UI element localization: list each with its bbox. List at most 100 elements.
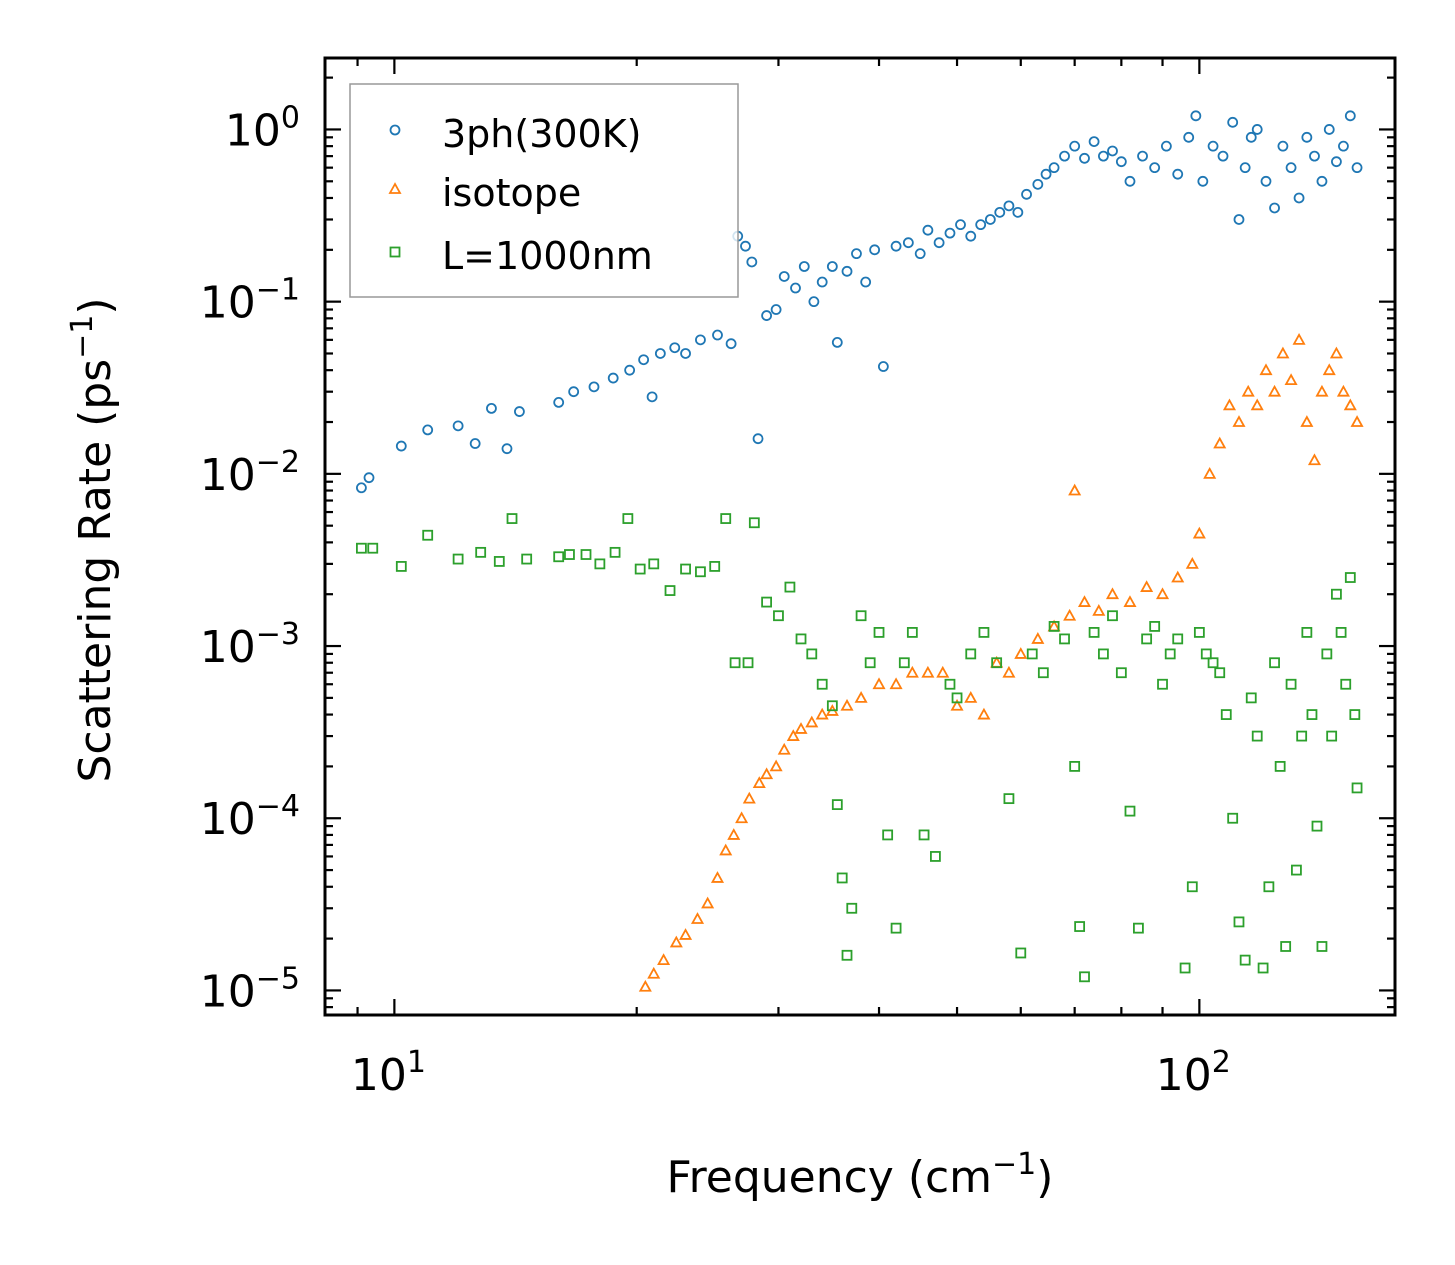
axis-ticks <box>325 58 1395 1015</box>
point-0-2 <box>395 440 407 452</box>
point-2-89 <box>1296 730 1308 742</box>
point-2-65 <box>1141 633 1153 645</box>
point-0-4 <box>452 420 464 432</box>
point-1-46 <box>1192 526 1206 539</box>
point-1-3 <box>669 935 683 948</box>
point-2-61 <box>1107 610 1118 622</box>
point-0-46 <box>955 219 966 231</box>
point-1-65 <box>1350 415 1364 427</box>
point-1-6 <box>701 896 715 909</box>
point-1-30 <box>977 707 991 720</box>
point-2-4 <box>452 553 464 565</box>
point-2-12 <box>594 558 606 570</box>
point-1-43 <box>1155 587 1170 600</box>
point-0-73 <box>1217 150 1229 162</box>
point-0-91 <box>1351 162 1363 174</box>
point-2-82 <box>1257 962 1269 974</box>
point-2-21 <box>720 513 732 524</box>
legend-label-boundary: L=1000nm <box>442 234 653 278</box>
point-1-12 <box>752 776 766 788</box>
point-0-64 <box>1124 175 1136 187</box>
point-1-22 <box>854 691 868 703</box>
legend-label-3ph: 3ph(300K) <box>442 112 641 156</box>
point-0-84 <box>1301 131 1313 143</box>
point-0-50 <box>994 206 1006 218</box>
point-1-2 <box>657 953 671 966</box>
point-1-25 <box>905 665 919 678</box>
point-0-68 <box>1172 168 1184 180</box>
point-2-94 <box>1321 648 1333 660</box>
point-2-48 <box>978 627 990 638</box>
point-1-53 <box>1259 363 1273 376</box>
point-2-64 <box>1133 922 1144 934</box>
point-0-74 <box>1227 116 1239 128</box>
point-0-42 <box>914 248 926 260</box>
x-tick-labels: 101 102 <box>351 1045 1231 1101</box>
x-axis-label-sup: −1 <box>992 1147 1036 1182</box>
point-0-77 <box>1245 131 1257 143</box>
point-1-24 <box>889 677 903 690</box>
y-tick-label-5-base: 10 <box>200 966 256 1017</box>
point-2-90 <box>1301 627 1313 638</box>
y-axis-label-tail: ) <box>70 297 121 314</box>
point-2-80 <box>1245 692 1257 704</box>
point-1-8 <box>719 843 733 856</box>
point-2-45 <box>944 678 956 690</box>
point-2-98 <box>1340 678 1352 690</box>
y-tick-label-0-base: 10 <box>225 105 281 156</box>
point-1-0 <box>638 979 652 992</box>
point-0-71 <box>1197 175 1209 187</box>
point-0-32 <box>816 276 828 288</box>
point-2-46 <box>951 692 963 704</box>
point-0-61 <box>1098 150 1109 162</box>
point-0-23 <box>740 240 751 252</box>
point-2-44 <box>930 851 941 862</box>
point-2-77 <box>1227 812 1239 824</box>
point-2-11 <box>580 549 592 560</box>
y-tick-label-2: 10−2 <box>200 445 300 501</box>
point-1-59 <box>1307 453 1322 466</box>
point-1-11 <box>742 791 756 804</box>
point-0-90 <box>1344 110 1356 122</box>
y-axis-label-main: Scattering Rate (ps <box>70 359 121 783</box>
point-2-68 <box>1164 648 1176 660</box>
point-0-47 <box>965 230 977 242</box>
point-0-39 <box>877 361 889 372</box>
point-2-47 <box>965 648 977 660</box>
point-2-73 <box>1200 648 1212 660</box>
point-2-60 <box>1098 648 1109 660</box>
point-0-41 <box>902 237 914 249</box>
point-2-9 <box>553 551 565 563</box>
y-tick-label-4-exp: −4 <box>256 789 300 824</box>
y-tick-label-2-exp: −2 <box>256 445 300 480</box>
point-1-1 <box>647 966 661 979</box>
point-1-13 <box>760 767 774 780</box>
point-0-67 <box>1160 140 1172 152</box>
point-0-48 <box>975 219 987 231</box>
point-1-45 <box>1185 557 1199 569</box>
point-2-97 <box>1335 627 1347 638</box>
y-tick-label-0: 100 <box>225 100 300 156</box>
point-1-16 <box>786 729 800 741</box>
point-0-85 <box>1309 150 1320 162</box>
point-0-88 <box>1331 156 1342 168</box>
point-1-32 <box>1002 665 1016 678</box>
point-1-49 <box>1222 398 1237 411</box>
point-2-37 <box>864 657 876 669</box>
point-0-24 <box>746 256 758 268</box>
point-1-44 <box>1171 570 1185 583</box>
point-2-6 <box>493 556 505 567</box>
x-tick-label-0-base: 10 <box>351 1050 407 1101</box>
point-0-70 <box>1190 110 1202 122</box>
point-0-38 <box>869 244 881 256</box>
y-axis-label-sup: −1 <box>65 315 100 359</box>
point-2-66 <box>1149 621 1161 632</box>
point-0-25 <box>752 433 764 445</box>
point-2-34 <box>841 949 853 961</box>
point-0-56 <box>1048 162 1060 174</box>
plot-frame <box>323 56 1397 1017</box>
x-tick-label-1: 102 <box>1156 1045 1231 1101</box>
point-1-34 <box>1031 632 1045 644</box>
point-2-75 <box>1214 667 1226 679</box>
